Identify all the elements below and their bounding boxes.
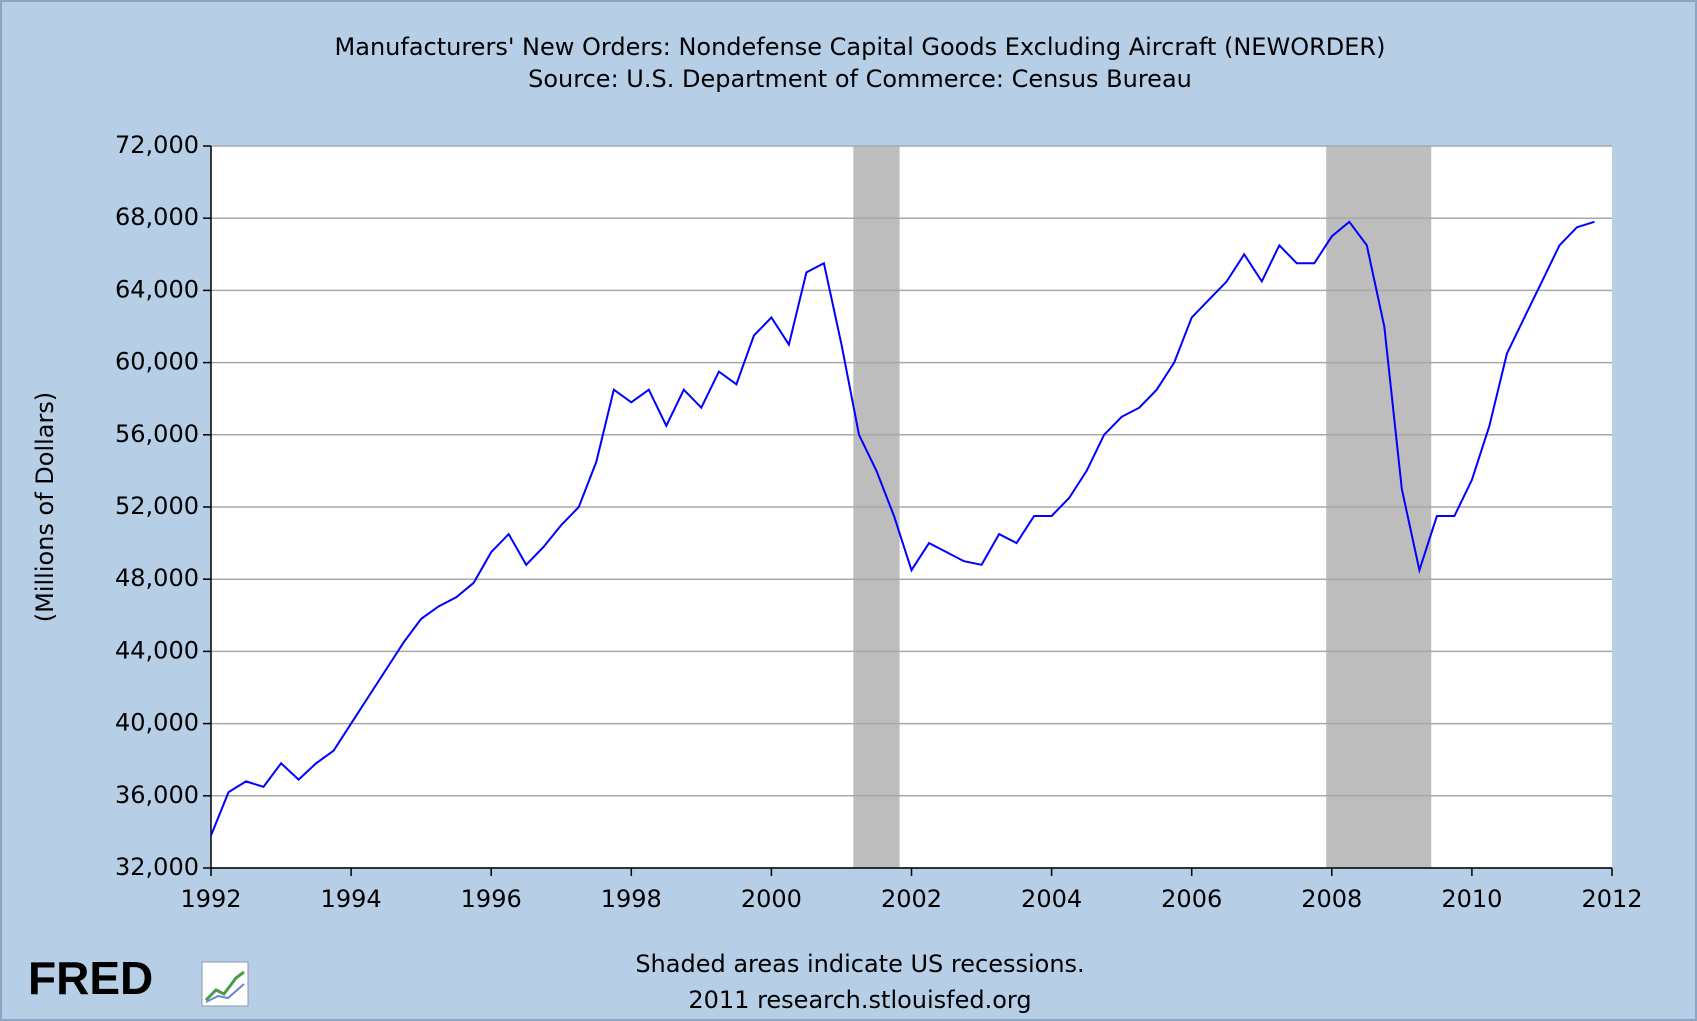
note: Shaded areas indicate US recessions. [635, 950, 1084, 978]
y-tick-label: 32,000 [115, 853, 199, 881]
y-tick-label: 56,000 [115, 420, 199, 448]
y-tick-label: 60,000 [115, 348, 199, 376]
y-tick-label: 64,000 [115, 275, 199, 303]
x-tick-label: 2004 [1021, 885, 1082, 913]
y-tick-label: 68,000 [115, 203, 199, 231]
y-tick-label: 36,000 [115, 781, 199, 809]
x-tick-label: 2002 [881, 885, 942, 913]
logo-icon [201, 961, 249, 1007]
chart-subtitle: Source: U.S. Department of Commerce: Cen… [528, 65, 1192, 93]
x-tick-label: 1996 [461, 885, 522, 913]
x-tick-label: 2008 [1301, 885, 1362, 913]
x-tick-label: 2010 [1441, 885, 1502, 913]
y-tick-label: 48,000 [115, 564, 199, 592]
logo: FRED [28, 952, 153, 1004]
y-axis-label: (Millions of Dollars) [31, 392, 59, 622]
x-tick-label: 2006 [1161, 885, 1222, 913]
x-tick-label: 1998 [601, 885, 662, 913]
x-tick-label: 2012 [1581, 885, 1642, 913]
y-tick-label: 72,000 [115, 131, 199, 159]
chart-title: Manufacturers' New Orders: Nondefense Ca… [335, 33, 1386, 61]
y-tick-label: 40,000 [115, 709, 199, 737]
y-tick-label: 44,000 [115, 636, 199, 664]
x-tick-label: 2000 [741, 885, 802, 913]
x-tick-label: 1992 [180, 885, 241, 913]
data-line [210, 220, 1595, 836]
x-tick-label: 1994 [321, 885, 382, 913]
y-tick-label: 52,000 [115, 492, 199, 520]
credit: 2011 research.stlouisfed.org [688, 986, 1031, 1014]
